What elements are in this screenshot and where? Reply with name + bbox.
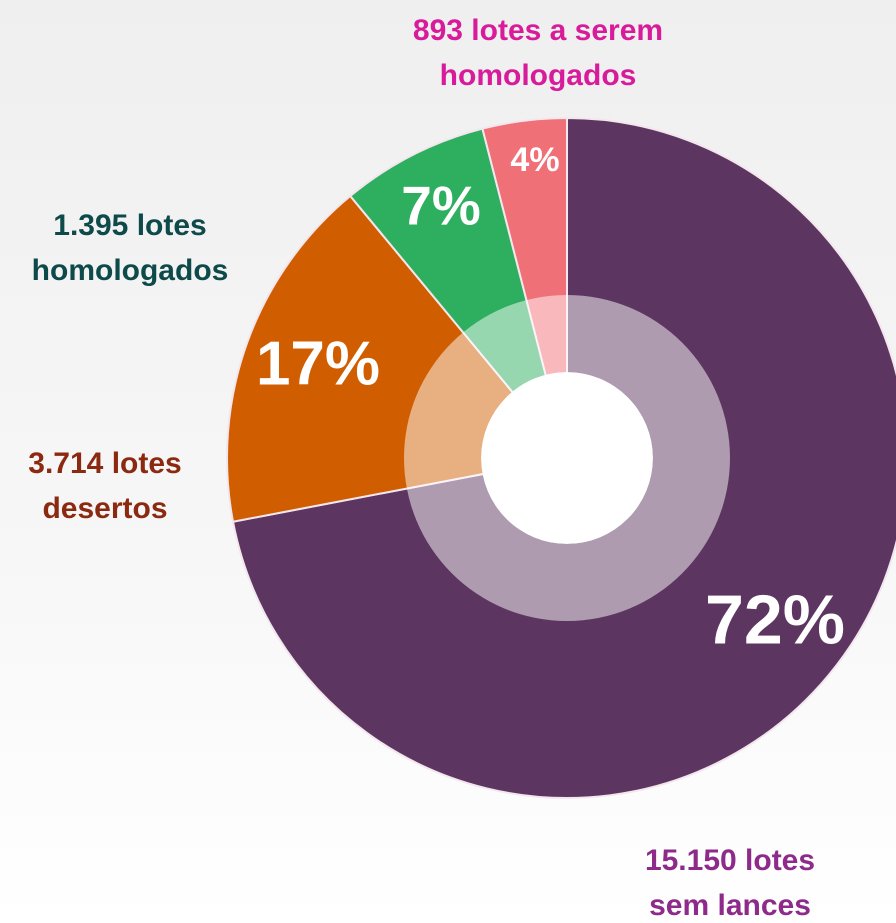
category-label: 15.150 lotes sem lances — [644, 844, 816, 922]
value-label: 72% — [705, 580, 845, 658]
category-label: 3.714 lotes desertos — [28, 447, 182, 525]
value-label: 4% — [510, 141, 559, 179]
slice — [231, 116, 896, 799]
inner-ring — [404, 295, 730, 621]
category-label: 893 lotes a serem homologados — [412, 14, 664, 92]
donut-hole — [481, 372, 653, 544]
category-label: 1.395 lotes homologados — [31, 209, 229, 287]
value-label: 17% — [256, 329, 380, 398]
value-label: 7% — [401, 175, 481, 237]
